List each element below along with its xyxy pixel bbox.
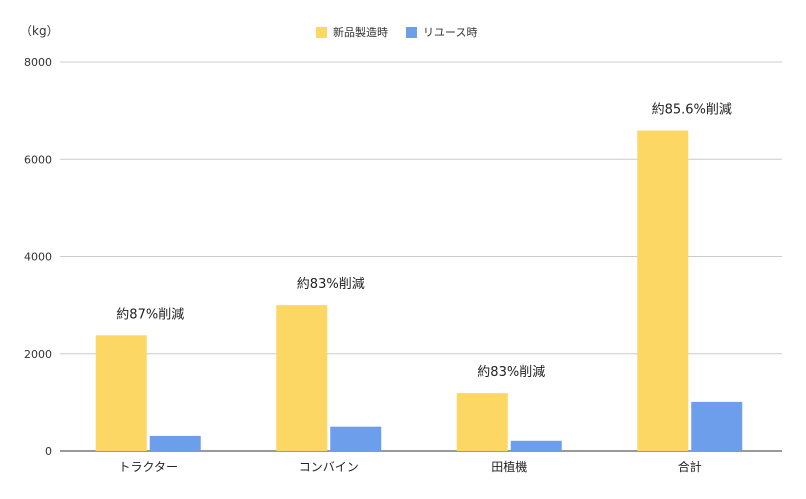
y-tick-label: 8000: [24, 56, 52, 69]
y-tick-label: 2000: [24, 348, 52, 361]
y-tick-label: 6000: [24, 153, 52, 166]
legend-swatch-new: [316, 26, 327, 38]
y-tick-label: 0: [45, 445, 52, 458]
legend-item-reuse: リユース時: [406, 24, 477, 40]
legend-swatch-reuse: [406, 26, 417, 38]
x-tick-label: コンバイン: [299, 460, 359, 474]
legend-label-reuse: リユース時: [423, 26, 478, 39]
bar-new-2: [456, 393, 508, 451]
x-tick-label: トラクター: [118, 460, 178, 474]
legend-label-new: 新品製造時: [333, 26, 388, 39]
bar-reuse-0: [149, 435, 201, 451]
legend-item-new: 新品製造時: [316, 24, 388, 40]
bar-reuse-1: [330, 426, 382, 451]
x-tick-label: 合計: [678, 459, 702, 474]
bar-reuse-2: [510, 440, 562, 451]
bar-reuse-3: [691, 401, 743, 451]
x-tick-label: 田植機: [491, 459, 527, 474]
reduction-annotation: 約87%削減: [116, 306, 184, 322]
bar-new-0: [95, 335, 147, 451]
legend: 新品製造時 リユース時: [316, 24, 477, 40]
reduction-annotation: 約83%削減: [297, 276, 365, 292]
y-tick-label: 4000: [24, 251, 52, 264]
bar-new-3: [637, 130, 689, 451]
bar-new-1: [276, 305, 328, 451]
reduction-annotation: 約83%削減: [477, 364, 545, 380]
y-axis-unit-label: （kg）: [20, 24, 59, 38]
reduction-annotation: 約85.6%削減: [652, 102, 732, 118]
